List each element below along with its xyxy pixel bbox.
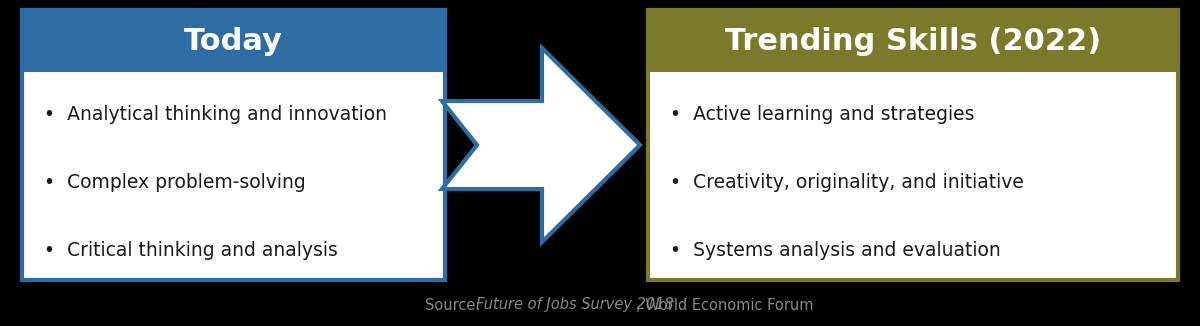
Text: Today: Today <box>184 26 283 55</box>
Text: , World Economic Forum: , World Economic Forum <box>636 298 814 313</box>
Text: Trending Skills (2022): Trending Skills (2022) <box>725 26 1102 55</box>
Text: •  Active learning and strategies: • Active learning and strategies <box>670 105 974 124</box>
Polygon shape <box>442 48 640 242</box>
Text: •  Complex problem-solving: • Complex problem-solving <box>44 172 306 191</box>
FancyBboxPatch shape <box>648 10 1178 280</box>
Text: •  Systems analysis and evaluation: • Systems analysis and evaluation <box>670 241 1001 259</box>
FancyBboxPatch shape <box>22 10 445 72</box>
Text: Future of Jobs Survey 2018: Future of Jobs Survey 2018 <box>476 298 673 313</box>
Text: Source:: Source: <box>426 298 486 313</box>
Text: •  Creativity, originality, and initiative: • Creativity, originality, and initiativ… <box>670 172 1024 191</box>
FancyBboxPatch shape <box>22 10 445 280</box>
FancyBboxPatch shape <box>648 10 1178 72</box>
Text: •  Critical thinking and analysis: • Critical thinking and analysis <box>44 241 338 259</box>
Text: •  Analytical thinking and innovation: • Analytical thinking and innovation <box>44 105 386 124</box>
